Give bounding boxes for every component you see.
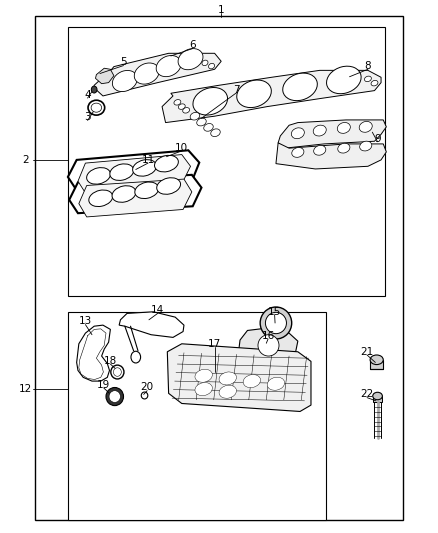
Polygon shape <box>69 175 201 213</box>
Polygon shape <box>95 68 114 84</box>
Polygon shape <box>94 53 221 96</box>
Text: 4: 4 <box>84 90 91 100</box>
Text: 6: 6 <box>189 41 196 50</box>
Ellipse shape <box>197 118 206 126</box>
Polygon shape <box>162 70 381 123</box>
Polygon shape <box>278 120 386 148</box>
Polygon shape <box>79 179 192 217</box>
Ellipse shape <box>113 70 137 92</box>
Text: 5: 5 <box>120 58 127 67</box>
Ellipse shape <box>155 155 178 172</box>
Ellipse shape <box>92 86 97 93</box>
Ellipse shape <box>135 182 159 199</box>
Ellipse shape <box>283 73 317 101</box>
Ellipse shape <box>327 66 361 94</box>
Ellipse shape <box>111 365 124 379</box>
Ellipse shape <box>178 104 185 109</box>
Ellipse shape <box>157 177 180 195</box>
Bar <box>68 27 385 296</box>
Text: 14: 14 <box>151 305 164 315</box>
Ellipse shape <box>265 312 286 334</box>
Polygon shape <box>119 312 184 337</box>
Text: 22: 22 <box>360 390 374 399</box>
Ellipse shape <box>267 377 285 390</box>
Ellipse shape <box>211 129 220 136</box>
Ellipse shape <box>110 164 134 181</box>
Polygon shape <box>276 143 386 169</box>
Polygon shape <box>78 155 191 193</box>
Ellipse shape <box>202 60 208 66</box>
Text: 2: 2 <box>22 155 29 165</box>
Ellipse shape <box>243 375 261 387</box>
Polygon shape <box>167 344 311 411</box>
Ellipse shape <box>141 392 148 399</box>
Ellipse shape <box>195 369 212 382</box>
Text: 12: 12 <box>19 384 32 394</box>
Ellipse shape <box>183 108 190 113</box>
Ellipse shape <box>204 124 213 131</box>
Ellipse shape <box>131 351 141 363</box>
Ellipse shape <box>258 335 279 356</box>
Ellipse shape <box>371 80 378 86</box>
Ellipse shape <box>134 63 159 84</box>
Ellipse shape <box>156 55 181 77</box>
Text: 8: 8 <box>364 61 371 71</box>
Text: 10: 10 <box>175 143 188 152</box>
Ellipse shape <box>89 190 113 207</box>
Ellipse shape <box>314 146 326 155</box>
Ellipse shape <box>106 387 124 406</box>
Ellipse shape <box>109 391 120 402</box>
Ellipse shape <box>337 123 350 133</box>
Polygon shape <box>239 328 298 364</box>
Bar <box>35 16 403 520</box>
Ellipse shape <box>113 368 121 376</box>
Ellipse shape <box>291 128 304 139</box>
Ellipse shape <box>292 148 304 157</box>
Ellipse shape <box>373 392 382 400</box>
Polygon shape <box>77 325 110 381</box>
Ellipse shape <box>133 159 156 176</box>
Ellipse shape <box>190 112 200 120</box>
Text: 20: 20 <box>141 383 154 392</box>
Ellipse shape <box>88 100 105 115</box>
Bar <box>373 396 382 402</box>
Ellipse shape <box>219 372 237 385</box>
Text: 17: 17 <box>208 339 221 349</box>
Ellipse shape <box>208 63 215 69</box>
Polygon shape <box>68 150 199 190</box>
Ellipse shape <box>359 122 372 132</box>
Text: 1: 1 <box>218 5 225 14</box>
Ellipse shape <box>370 355 383 365</box>
Ellipse shape <box>313 125 326 136</box>
Text: 3: 3 <box>84 112 91 122</box>
Ellipse shape <box>174 100 181 105</box>
Text: 18: 18 <box>104 356 117 366</box>
Ellipse shape <box>364 76 371 82</box>
Ellipse shape <box>91 103 102 112</box>
Ellipse shape <box>195 383 212 395</box>
Ellipse shape <box>193 87 227 115</box>
Ellipse shape <box>260 307 292 339</box>
Ellipse shape <box>178 49 203 70</box>
Ellipse shape <box>219 385 237 398</box>
Ellipse shape <box>237 80 271 108</box>
Text: 7: 7 <box>233 85 240 94</box>
Text: 16: 16 <box>261 331 275 341</box>
Text: 9: 9 <box>374 134 381 143</box>
Bar <box>68 312 326 520</box>
Ellipse shape <box>112 185 136 203</box>
Ellipse shape <box>87 167 110 184</box>
Text: 15: 15 <box>268 307 281 317</box>
Ellipse shape <box>338 143 350 153</box>
Text: 21: 21 <box>360 347 374 357</box>
Text: 13: 13 <box>79 317 92 326</box>
Text: 19: 19 <box>97 380 110 390</box>
Text: 11: 11 <box>141 155 155 165</box>
Ellipse shape <box>360 141 372 151</box>
Bar <box>370 360 383 369</box>
